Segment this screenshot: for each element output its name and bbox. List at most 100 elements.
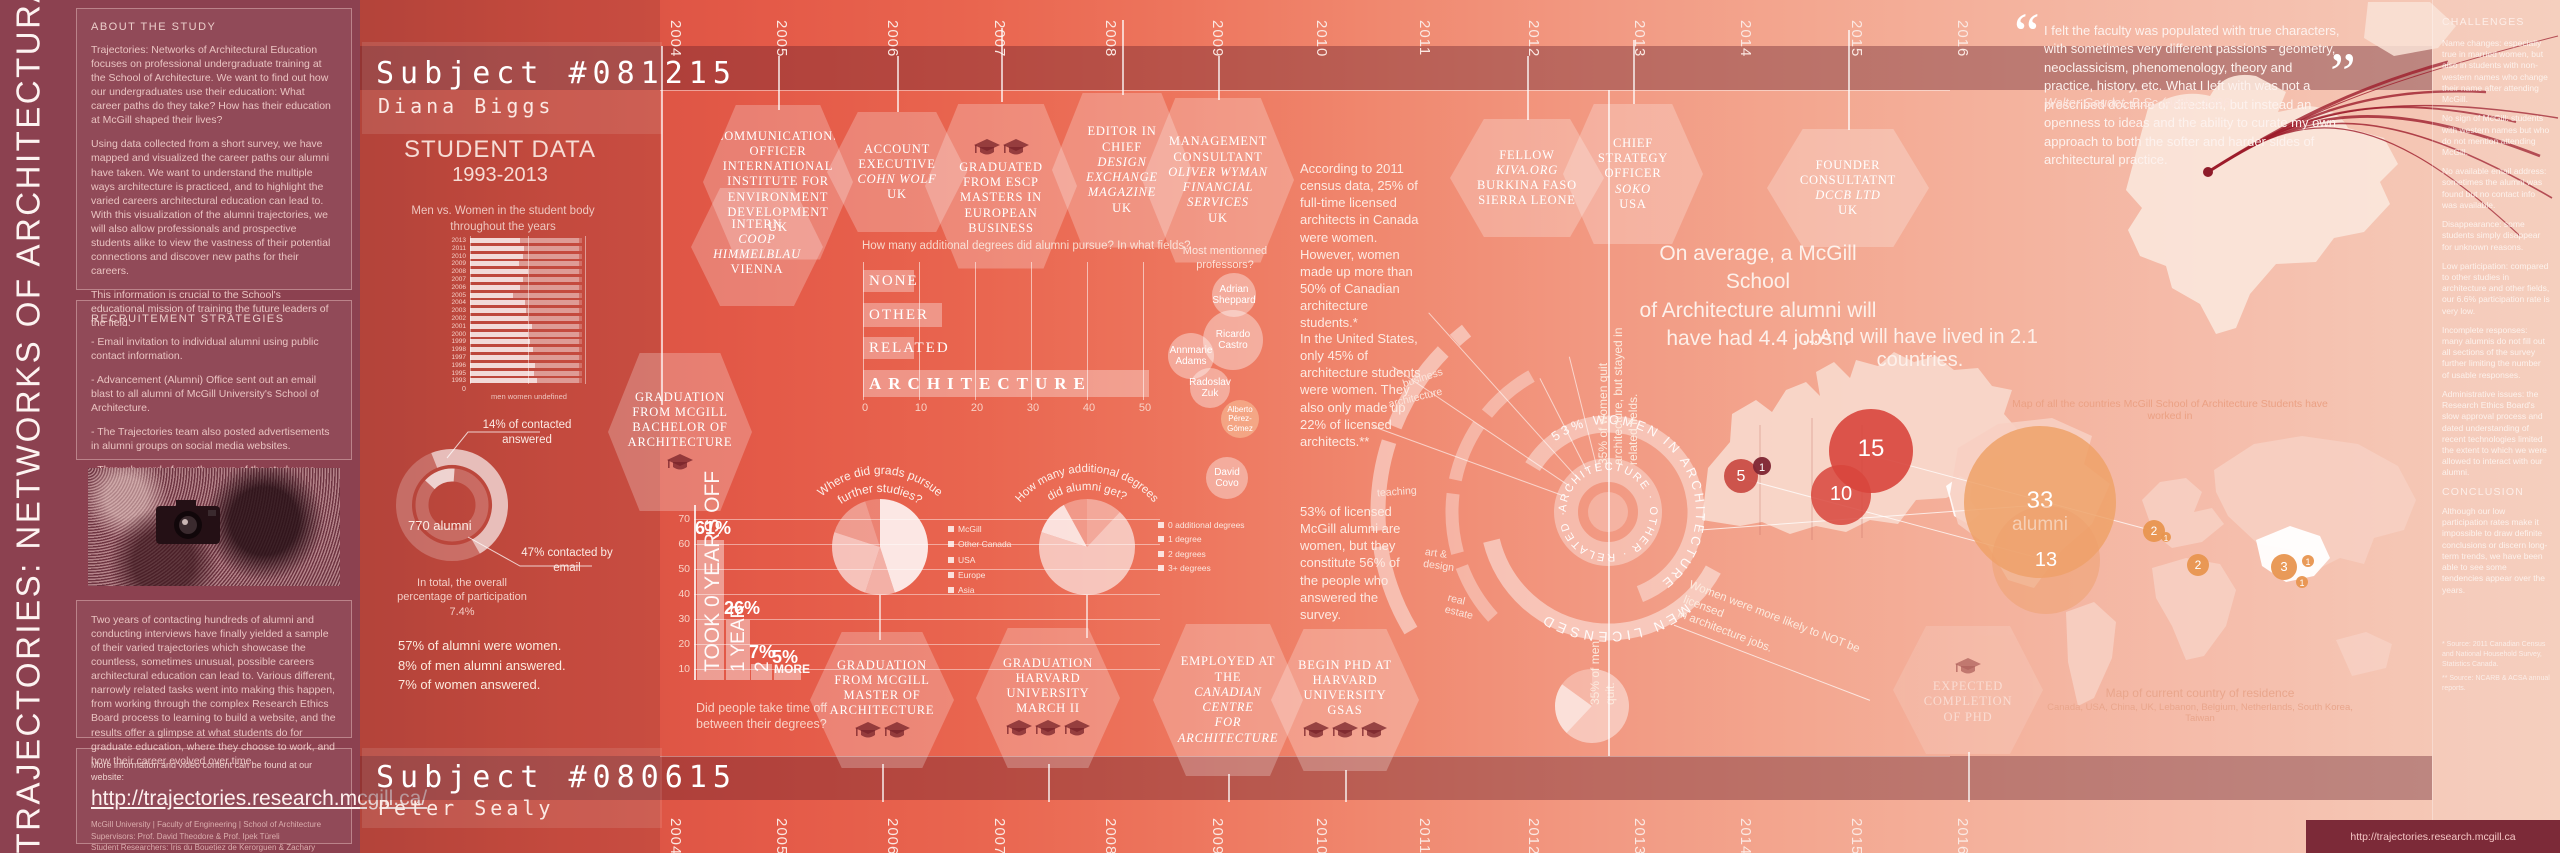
donut-leader-top (446, 431, 540, 459)
hexagon-label-line: CENTRE (1202, 700, 1254, 714)
radial-spoke (1428, 312, 1578, 479)
timeline-rule-bottom (660, 756, 1950, 757)
degrees-question: How many additional degrees did alumni p… (862, 240, 1191, 252)
year-label-top: 2008 (1102, 20, 1119, 58)
professor-bubble: David Covo (1206, 457, 1248, 499)
student-bar-men (470, 347, 533, 353)
degrees-gridline (1087, 262, 1088, 400)
challenge-item: Disappearance: some students simply disa… (2442, 219, 2541, 252)
graduation-cap-icon (1303, 721, 1329, 737)
hexagon-label-line: FROM MCGILL (834, 672, 930, 687)
graduation-cap-icon (883, 721, 910, 737)
student-bar-undefined (578, 316, 582, 321)
map-world-africa (2152, 558, 2236, 660)
hexagon-label-line: INTERN (731, 216, 783, 231)
radial-arc-outer1 (1445, 370, 1535, 622)
student-axis-zero: 0 (462, 386, 466, 393)
challenge-item: Low participation: compared to other stu… (2442, 260, 2550, 316)
summary-box: Two years of contacting hundreds of alum… (76, 600, 352, 767)
residence-count: 1 (2164, 534, 2169, 543)
degrees-tick: 30 (1026, 402, 1040, 414)
timeline-stem (661, 46, 663, 405)
timeoff-gridline (694, 669, 1160, 670)
student-bar-undefined (578, 370, 582, 376)
graduation-cap-icon (1332, 721, 1358, 737)
timeline-stem (1122, 20, 1124, 95)
about-paragraph: Using data collected from a short survey… (91, 138, 331, 277)
footer-url-link[interactable]: http://trajectories.research.mcgill.ca (2350, 830, 2516, 843)
census-canada: According to 2011 census data, 25% of fu… (1300, 161, 1419, 331)
graduation-cap-icon (1064, 719, 1090, 735)
hexagon-account-executive: ACCOUNT EXECUTIVE COHN WOLF UK (827, 112, 967, 232)
conclusion-title: CONCLUSION (2442, 486, 2525, 498)
hexagon-label-line: UK (1208, 210, 1228, 225)
subject-bottom-name: Peter Sealy (378, 796, 555, 820)
recruitment-item: - Advancement (Alumni) Office sent out a… (91, 374, 319, 415)
student-bar-men (470, 269, 529, 275)
professors-title: Most mentionned professors? (1182, 245, 1268, 272)
student-bar-men (470, 316, 529, 321)
year-label-bottom: 2004 (667, 818, 684, 853)
subject-bottom-panel (362, 748, 662, 828)
legend-swatch (1158, 536, 1164, 543)
pie-degrees-slice (1039, 512, 1136, 595)
graduation-cap-icon (1002, 138, 1029, 155)
hexagon-label-line: CANADIAN (1194, 684, 1262, 699)
student-bar-men (470, 277, 523, 282)
student-data-title: STUDENT DATA (403, 136, 596, 163)
website-label: More information and video content can b… (91, 760, 313, 783)
degrees-tick: 0 (861, 402, 869, 414)
hexagon-label-line: GRADUATION (1003, 655, 1093, 670)
timeoff-tick: 50 (678, 563, 690, 575)
student-bar-undefined (578, 331, 582, 337)
timeoff-gridline (694, 519, 1160, 520)
student-bar-men (470, 292, 513, 298)
timeline-stem (1633, 40, 1635, 104)
hexagon-label-line: FROM MCGILL (632, 404, 728, 419)
hexagon-label-line: OFFICER (1604, 166, 1662, 181)
year-label-bottom: 2010 (1313, 818, 1330, 853)
student-year-label: 1997 (451, 354, 466, 361)
student-year-label: 2005 (451, 291, 466, 299)
hexagon-graduation-bachelor: GRADUATION FROM MCGILL BACHELOR OF ARCHITEC… (608, 353, 752, 511)
student-bar-undefined (578, 362, 582, 368)
year-label-top: 2005 (773, 20, 790, 58)
timeoff-bar (774, 668, 801, 680)
canada-bubble (1811, 465, 1871, 525)
timeoff-tick: 30 (678, 613, 690, 625)
professor-bubble: Ricardo Castro (1203, 310, 1263, 370)
student-bar-women (533, 370, 579, 376)
year-label-bottom: 2015 (1848, 818, 1865, 853)
pie-degrees-legend: 0 additional degrees 1 degree 2 degrees 3+ … (1158, 518, 1245, 576)
hexagon-label-line: GSAS (1327, 703, 1363, 718)
student-bar-men (470, 238, 521, 243)
timeoff-bar-label: MORE (774, 662, 810, 676)
graduation-cap-icon (1955, 658, 1981, 674)
hexagon-label-line: HARVARD (1015, 670, 1081, 685)
professor-bubble: Annmarie Adams (1168, 333, 1214, 379)
year-label-top: 2010 (1313, 20, 1330, 58)
year-label-bottom: 2006 (884, 818, 901, 853)
timeoff-tick: 60 (678, 538, 690, 550)
hexagon-label-line: UNIVERSITY (1006, 686, 1090, 700)
timeoff-tick: 40 (678, 588, 690, 600)
hexagon-label-line: SERVICES (1187, 195, 1249, 210)
hexagon-label-line: FOUNDER (1815, 157, 1881, 172)
timeline-stem (1218, 56, 1220, 100)
student-year-label: 1999 (451, 338, 466, 346)
student-bar-women (530, 339, 579, 345)
stat-line: 7% of women answered. (398, 677, 541, 692)
year-label-bottom: 2013 (1631, 818, 1648, 853)
radial-arc-bottom (1483, 538, 1721, 641)
timeoff-gridline (694, 594, 1160, 595)
degrees-bar-architecture: ARCHITECTURE (863, 370, 1149, 397)
worked-map-caption: Map of all the countries McGill School o… (2012, 398, 2328, 422)
timeoff-gridline (694, 619, 1160, 620)
year-label-bottom: 2016 (1954, 818, 1971, 853)
timeoff-pct: 26% (724, 598, 761, 619)
student-bar-women (531, 323, 579, 329)
timeoff-axis (694, 505, 696, 680)
student-data-years: 1993-2013 (452, 164, 548, 186)
student-bar-women (537, 378, 579, 384)
